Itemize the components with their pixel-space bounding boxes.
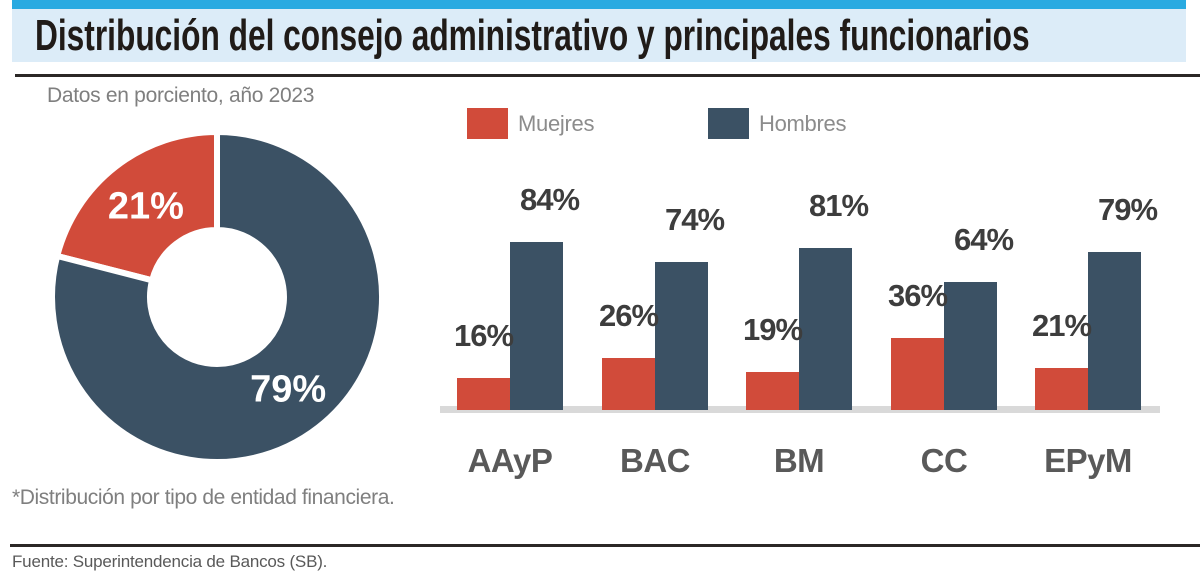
- bar-value-hombres-EPyM: 79%: [1097, 192, 1158, 227]
- donut-slice-hombres: [49, 128, 385, 465]
- bar-value-hombres-BAC: 74%: [664, 202, 725, 237]
- bar-value-muejres-AAyP: 16%: [453, 318, 514, 353]
- bar-value-muejres-CC: 36%: [887, 278, 948, 313]
- category-label-AAyP: AAyP: [467, 442, 553, 479]
- bar-value-muejres-BAC: 26%: [598, 298, 659, 333]
- bar-muejres-BM: [746, 372, 799, 410]
- bar-value-hombres-AAyP: 84%: [519, 182, 580, 217]
- legend-swatch-mujeres: [467, 108, 508, 139]
- donut-slice-muejres: [53, 128, 220, 284]
- title-divider: [15, 74, 1200, 77]
- donut-chart: 21% 79%: [20, 120, 420, 480]
- category-label-EPyM: EPyM: [1044, 442, 1132, 479]
- category-label-CC: CC: [920, 442, 968, 479]
- bar-hombres-CC: [944, 282, 997, 410]
- bar-muejres-EPyM: [1035, 368, 1088, 410]
- legend-swatch-hombres: [708, 108, 749, 139]
- bar-value-hombres-BM: 81%: [808, 188, 869, 223]
- bar-muejres-BAC: [602, 358, 655, 410]
- page-title: Distribución del consejo administrativo …: [35, 11, 1030, 60]
- bar-hombres-BM: [799, 248, 852, 410]
- title-block: Distribución del consejo administrativo …: [12, 9, 1186, 62]
- donut-value-label-hombres: 79%: [250, 369, 326, 411]
- donut-value-label-muejres: 21%: [108, 185, 184, 227]
- bar-value-hombres-CC: 64%: [953, 222, 1014, 257]
- bar-muejres-AAyP: [457, 378, 510, 410]
- legend-label-hombres: Hombres: [759, 110, 847, 136]
- bar-hombres-EPyM: [1088, 252, 1141, 410]
- legend-label-mujeres: Muejres: [518, 110, 595, 136]
- source-text: Fuente: Superintendencia de Bancos (SB).: [12, 552, 328, 571]
- bar-value-muejres-BM: 19%: [742, 312, 803, 347]
- legend-item-hombres: Hombres: [708, 108, 846, 139]
- bar-hombres-AAyP: [510, 242, 563, 410]
- source-divider: [10, 544, 1200, 547]
- bar-value-muejres-EPyM: 21%: [1031, 308, 1092, 343]
- category-label-BM: BM: [773, 442, 825, 479]
- chart-footnote: *Distribución por tipo de entidad financ…: [12, 486, 395, 509]
- bar-hombres-BAC: [655, 262, 708, 410]
- title-accent-bar: [12, 0, 1186, 9]
- legend-item-mujeres: Muejres: [467, 108, 594, 139]
- bar-muejres-CC: [891, 338, 944, 410]
- chart-subtitle: Datos en porciento, año 2023: [47, 84, 315, 107]
- category-label-BAC: BAC: [620, 442, 691, 479]
